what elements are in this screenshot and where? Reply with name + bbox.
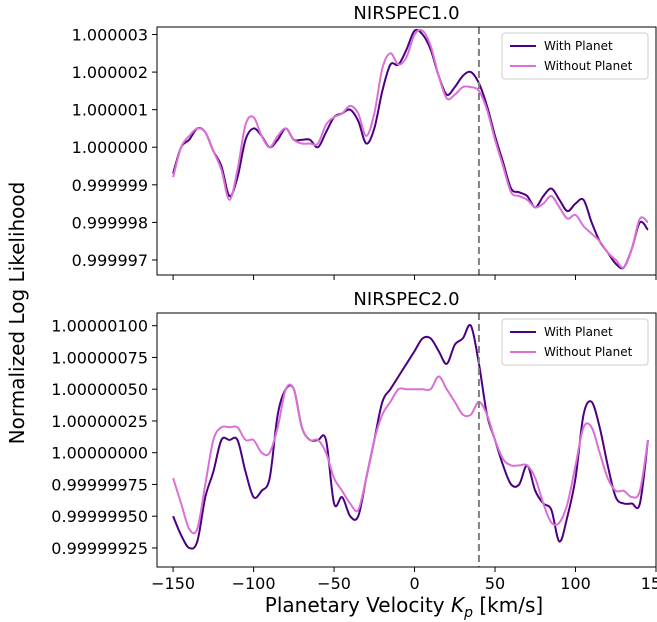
- x-axis-label-suffix: [km/s]: [473, 593, 543, 617]
- x-axis-label-symbol: K: [451, 593, 466, 617]
- series-line-with-planet: [172, 323, 649, 550]
- y-tick-label: 0.99999925: [51, 539, 148, 558]
- x-tick-label: 50: [485, 574, 505, 593]
- y-tick-label: 0.999998: [72, 213, 148, 232]
- x-axis-label: Planetary Velocity Kp [km/s]: [265, 593, 543, 621]
- x-tick-label: 0: [409, 574, 419, 593]
- series-group: [172, 28, 649, 270]
- y-tick-label: 1.000002: [72, 63, 148, 82]
- y-tick-label: 1.00000000: [51, 444, 148, 463]
- series-group: [172, 323, 649, 550]
- y-axis-label: Normalized Log Likelihood: [5, 182, 29, 445]
- legend-label: Without Planet: [544, 59, 633, 73]
- x-tick-label: −150: [151, 574, 195, 593]
- chart-panel-nirspec1: NIRSPEC1.0 0.999997 0.999998 0.999999 1.0000…: [72, 3, 657, 280]
- chart-title: NIRSPEC1.0: [353, 3, 459, 24]
- y-tick-label: 0.99999950: [51, 507, 148, 526]
- y-tick-label: 1.000003: [72, 26, 148, 45]
- legend-box: [501, 318, 649, 366]
- legend-label: Without Planet: [544, 345, 633, 359]
- y-tick-label: 0.999997: [72, 251, 148, 270]
- legend-label: With Planet: [544, 39, 613, 53]
- x-axis-label-subscript: p: [463, 605, 473, 621]
- legend: With Planet Without Planet: [501, 32, 649, 80]
- plot-frame: [156, 312, 657, 568]
- x-axis-label-prefix: Planetary Velocity: [265, 593, 451, 617]
- y-tick-label: 0.99999975: [51, 475, 148, 494]
- chart-panel-nirspec2: NIRSPEC2.0 0.99999925 0.99999950 0.99999975…: [51, 289, 657, 593]
- legend-label: With Planet: [544, 325, 613, 339]
- y-tick-label: 1.000000: [72, 138, 148, 157]
- legend: With Planet Without Planet: [501, 318, 649, 366]
- x-tick-label: −50: [317, 574, 351, 593]
- y-tick-label: 1.000001: [72, 101, 148, 120]
- y-tick-label: 1.00000025: [51, 412, 148, 431]
- series-line-without-planet: [172, 28, 649, 269]
- x-tick-label: −100: [232, 574, 276, 593]
- x-tick-label: 100: [560, 574, 591, 593]
- y-tick-label: 1.00000100: [51, 317, 148, 336]
- series-line-with-planet: [172, 28, 649, 270]
- chart-title: NIRSPEC2.0: [353, 289, 459, 310]
- legend-box: [501, 32, 649, 80]
- y-tick-label: 1.00000075: [51, 348, 148, 367]
- y-tick-label: 1.00000050: [51, 380, 148, 399]
- series-line-without-planet: [172, 375, 649, 535]
- plot-frame: [156, 26, 657, 276]
- x-tick-label: 150: [641, 574, 657, 593]
- y-tick-label: 0.999999: [72, 176, 148, 195]
